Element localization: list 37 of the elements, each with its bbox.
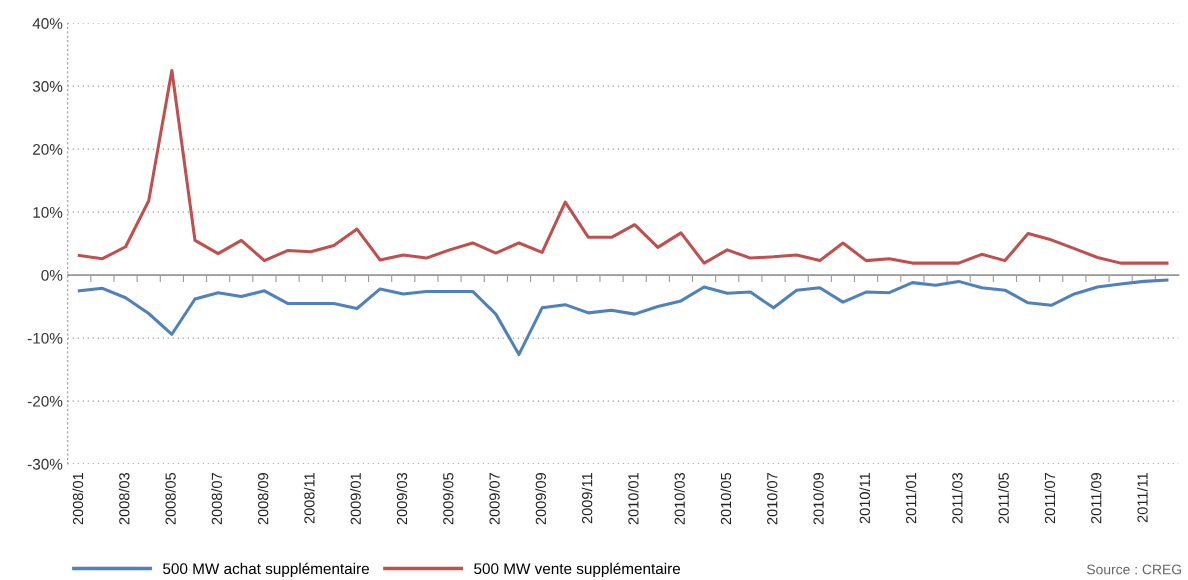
x-tick-label: 2011/01 xyxy=(905,473,917,524)
x-tick-label: 2010/09 xyxy=(813,473,824,525)
x-tick-label: 2008/05 xyxy=(165,472,176,525)
y-tick-label: 20% xyxy=(33,144,63,155)
legend-label: 500 MW vente supplémentaire xyxy=(474,562,681,578)
y-tick-label: 0% xyxy=(41,269,63,281)
x-tick-label: 2009/11 xyxy=(581,473,593,524)
line-series xyxy=(77,278,1169,356)
x-tick-label: 2011/03 xyxy=(951,472,963,524)
x-tick-label: 2008/07 xyxy=(211,473,223,525)
y-tick-label: -30% xyxy=(27,458,63,470)
legend-label: 500 MW achat supplémentaire xyxy=(163,562,369,578)
y-tick-label: -10% xyxy=(27,332,63,344)
y-tick-label: -20% xyxy=(27,395,63,407)
line-series xyxy=(77,68,1169,265)
x-tick-label: 2011/05 xyxy=(998,472,1009,524)
x-tick-label: 2011/11 xyxy=(1136,473,1148,523)
y-tick-label: 30% xyxy=(32,81,63,92)
y-tick-label: 40% xyxy=(32,18,63,29)
x-tick-label: 2011/07 xyxy=(1044,473,1056,524)
x-tick-label: 2009/09 xyxy=(535,473,547,525)
source-note: Source : CREG xyxy=(1086,564,1182,575)
x-tick-label: 2009/03 xyxy=(396,472,408,525)
y-tick-label: 10% xyxy=(33,206,63,218)
x-tick-label: 2008/09 xyxy=(257,473,269,525)
x-tick-label: 2009/05 xyxy=(442,472,454,525)
x-tick-label: 2008/01 xyxy=(72,473,84,525)
x-tick-label: 2008/11 xyxy=(303,473,315,524)
x-tick-label: 2009/07 xyxy=(489,473,500,525)
x-tick-label: 2008/03 xyxy=(118,472,130,525)
x-tick-label: 2010/11 xyxy=(859,473,870,524)
x-tick-label: 2010/05 xyxy=(720,472,732,525)
x-tick-label: 2010/07 xyxy=(766,473,778,525)
x-tick-label: 2009/01 xyxy=(350,473,361,525)
x-tick-label: 2010/01 xyxy=(627,473,639,525)
x-tick-label: 2010/03 xyxy=(674,472,685,525)
x-tick-label: 2011/09 xyxy=(1090,473,1102,524)
